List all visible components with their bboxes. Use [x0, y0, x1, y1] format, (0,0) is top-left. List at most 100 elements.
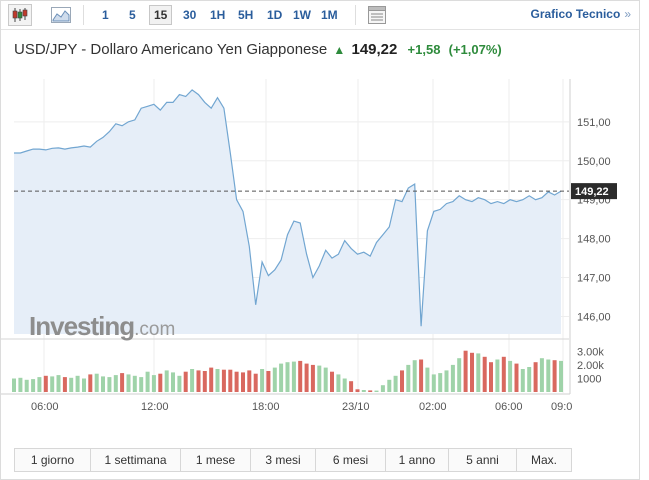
range-button-max[interactable]: Max.	[530, 453, 557, 467]
volume-bar	[533, 362, 538, 392]
volume-bar	[190, 369, 195, 392]
volume-bar	[552, 360, 557, 392]
volume-bar	[43, 375, 48, 392]
volume-bar	[508, 360, 513, 392]
volume-bar	[444, 370, 449, 392]
volume-bar	[209, 367, 214, 392]
interval-button-1d[interactable]: 1D	[267, 8, 283, 22]
x-axis-tick-label: 06:00	[495, 401, 523, 413]
price-change-percent: (+1,07%)	[448, 42, 502, 57]
logo-brand: Investing	[29, 311, 135, 341]
interval-button-30[interactable]: 30	[183, 8, 197, 22]
range-button-6-mesi[interactable]: 6 mesi	[316, 449, 386, 471]
toolbar-separator	[83, 5, 84, 25]
range-button-5-anni[interactable]: 5 anni	[449, 449, 517, 471]
range-button-3-mesi[interactable]: 3 mesi	[251, 449, 316, 471]
volume-bar	[145, 371, 150, 392]
volume-bar	[266, 371, 271, 392]
volume-bar	[298, 360, 303, 392]
volume-bar	[501, 356, 506, 392]
area-chart-icon[interactable]	[49, 4, 73, 26]
volume-bar	[234, 371, 239, 392]
volume-bar	[514, 363, 519, 392]
volume-bar	[520, 369, 525, 392]
volume-bar	[126, 374, 131, 392]
volume-bar	[215, 369, 220, 392]
investing-logo: Investing.com	[29, 311, 175, 342]
range-button-1-mese[interactable]: 1 mese	[181, 449, 251, 471]
volume-bar	[253, 373, 258, 392]
volume-bar	[476, 353, 481, 392]
volume-bar	[94, 373, 99, 392]
interval-button-15[interactable]: 15	[149, 5, 173, 25]
volume-bar	[304, 363, 309, 392]
range-button-1-settimana[interactable]: 1 settimana	[91, 449, 181, 471]
interval-button-1w[interactable]: 1W	[293, 8, 311, 22]
volume-bar	[37, 377, 42, 392]
interval-button-1m[interactable]: 1M	[321, 8, 338, 22]
volume-bar	[323, 367, 328, 392]
volume-bar	[380, 385, 385, 392]
range-button-1-giorno[interactable]: 1 giorno	[15, 449, 91, 471]
volume-bar	[279, 363, 284, 392]
interval-button-1h[interactable]: 1H	[210, 8, 226, 22]
volume-bar	[527, 367, 532, 392]
volume-bar	[272, 367, 277, 392]
interval-button-1[interactable]: 1	[102, 8, 109, 22]
x-axis-tick-label: 02:00	[419, 401, 447, 413]
volume-bar	[361, 390, 366, 392]
volume-bar	[228, 369, 233, 392]
volume-bar	[151, 375, 156, 392]
y-axis-tick-label: 151,00	[577, 117, 611, 129]
volume-bar	[177, 375, 182, 392]
price-chart[interactable]: 151,00150,00149,00148,00147,00146,00149,…	[1, 1, 641, 446]
toolbar-separator	[355, 5, 356, 25]
last-price-tag-label: 149,22	[575, 186, 609, 198]
indicators-icon[interactable]	[365, 4, 389, 26]
volume-bar	[393, 375, 398, 392]
volume-bar	[50, 376, 55, 392]
range-button-1-anno[interactable]: 1 anno	[386, 449, 449, 471]
volume-bar	[164, 370, 169, 392]
volume-bar	[539, 358, 544, 392]
y-axis-tick-label: 150,00	[577, 156, 611, 168]
instrument-title: USD/JPY - Dollaro Americano Yen Giappone…	[14, 41, 328, 58]
volume-bar	[419, 359, 424, 392]
volume-bar	[18, 377, 23, 392]
volume-bar	[374, 390, 379, 392]
chevron-right-icon: »	[624, 7, 631, 21]
volume-bar	[400, 370, 404, 392]
y-axis-tick-label: 146,00	[577, 311, 611, 323]
volume-bar	[82, 378, 86, 392]
volume-bar	[425, 367, 430, 392]
volume-bar	[450, 364, 455, 392]
volume-bar	[355, 389, 360, 392]
volume-bar	[470, 352, 474, 392]
technical-chart-label: Grafico Tecnico	[530, 7, 621, 21]
x-axis-tick-label: 18:00	[252, 401, 280, 413]
volume-bar	[342, 378, 347, 392]
candlestick-chart-icon[interactable]	[8, 4, 32, 26]
volume-bar	[24, 379, 29, 392]
volume-bar	[387, 379, 392, 392]
interval-button-5[interactable]: 5	[129, 8, 136, 22]
volume-bar	[336, 374, 341, 392]
technical-chart-link[interactable]: Grafico Tecnico»	[531, 7, 632, 21]
volume-bar	[241, 372, 245, 392]
volume-bar	[62, 377, 67, 392]
x-axis-tick-label: 09:0	[551, 401, 572, 413]
x-axis-tick-label: 12:00	[141, 401, 169, 413]
volume-bar	[330, 371, 334, 392]
volume-axis-tick-label: 1000	[577, 373, 601, 385]
volume-bar	[120, 373, 125, 392]
interval-button-5h[interactable]: 5H	[238, 8, 254, 22]
volume-axis-tick-label: 2.00k	[577, 360, 604, 372]
volume-bar	[171, 372, 175, 392]
volume-bar	[75, 375, 80, 392]
volume-bar	[56, 375, 61, 392]
volume-bar	[88, 374, 93, 392]
volume-bar	[482, 356, 487, 392]
price-line	[14, 89, 562, 327]
time-range-selector: 1 giorno 1 settimana 1 mese 3 mesi 6 mesi 1 a…	[14, 448, 572, 472]
